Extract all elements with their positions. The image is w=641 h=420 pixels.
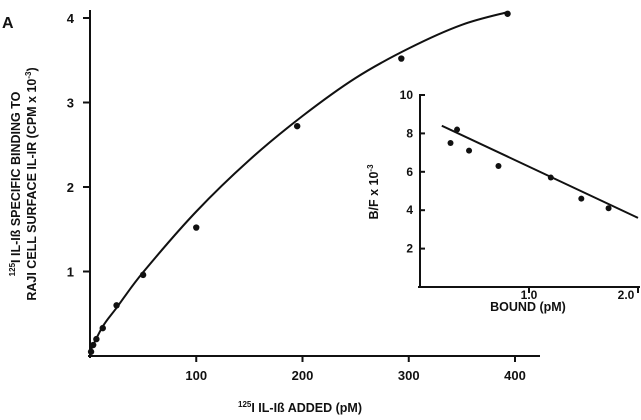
inset-ticks — [420, 94, 639, 293]
inset-chart: 1.0 2.0 2 4 6 8 10 BOUND (pM) B/F x 10-3 — [366, 88, 640, 314]
y-title-sup: 125 — [8, 262, 17, 276]
inset-data-point — [466, 147, 473, 154]
y-title-end: ) — [25, 67, 39, 71]
main-x-tick-label: 200 — [292, 368, 314, 383]
main-y-tick-label: 2 — [67, 180, 74, 195]
main-fit-curve — [89, 11, 508, 353]
main-data-point — [99, 324, 106, 332]
main-tick-labels: 100 200 300 400 1 2 3 4 — [67, 11, 526, 383]
main-y-axis-title-line1: 125I IL-Iß SPECIFIC BINDING TO — [8, 91, 23, 276]
main-points — [87, 10, 511, 355]
inset-y-tick-label: 4 — [406, 203, 413, 217]
main-x-tick-label: 400 — [504, 368, 526, 383]
y-title-text2: RAJI CELL SURFACE IL-IR (CPM x 10 — [25, 79, 39, 301]
main-data-point — [504, 10, 511, 17]
inset-y-title-sup: -3 — [366, 164, 375, 172]
y-title-text1: I IL-Iß SPECIFIC BINDING TO — [9, 91, 23, 263]
inset-y-title-text: B/F x 10 — [367, 172, 381, 220]
main-data-point — [93, 335, 100, 343]
main-data-point — [89, 341, 97, 349]
inset-data-point — [578, 195, 585, 202]
inset-x-tick-label: 1.0 — [521, 288, 538, 302]
main-x-axis-title: 125I IL-Iß ADDED (pM) — [238, 400, 362, 415]
x-title-sup: 125 — [238, 400, 252, 409]
inset-y-tick-label: 2 — [406, 242, 413, 256]
inset-data-point — [547, 174, 554, 181]
inset-data-point — [447, 140, 454, 146]
main-x-tick-label: 100 — [185, 368, 207, 383]
inset-x-axis-title: BOUND (pM) — [490, 300, 566, 314]
inset-y-tick-label: 10 — [400, 88, 414, 102]
main-data-point — [139, 271, 147, 279]
inset-points — [447, 126, 612, 212]
main-data-point — [398, 55, 405, 62]
main-data-point — [193, 224, 200, 231]
main-data-point — [293, 122, 301, 130]
y-title-sup2: -3 — [24, 71, 33, 79]
inset-data-point — [495, 163, 502, 170]
main-y-tick-label: 3 — [67, 96, 74, 111]
main-ticks — [83, 17, 516, 362]
main-x-tick-label: 300 — [398, 368, 420, 383]
inset-y-axis-title: B/F x 10-3 — [366, 164, 381, 220]
x-title-text: I IL-Iß ADDED (pM) — [251, 401, 362, 415]
inset-x-tick-label: 2.0 — [618, 288, 635, 302]
main-y-tick-label: 1 — [67, 265, 74, 280]
panel-label: A — [2, 15, 14, 32]
inset-data-point — [454, 126, 461, 133]
main-data-point — [113, 302, 120, 309]
main-y-axis-title-line2: RAJI CELL SURFACE IL-IR (CPM x 10-3) — [24, 67, 39, 300]
inset-y-tick-label: 6 — [406, 165, 413, 179]
main-data-point — [87, 348, 95, 355]
inset-tick-labels: 1.0 2.0 2 4 6 8 10 — [400, 88, 635, 302]
inset-y-tick-label: 8 — [406, 126, 413, 140]
inset-data-point — [605, 205, 612, 212]
main-y-tick-label: 4 — [67, 11, 75, 26]
inset-regression-line — [441, 124, 639, 219]
